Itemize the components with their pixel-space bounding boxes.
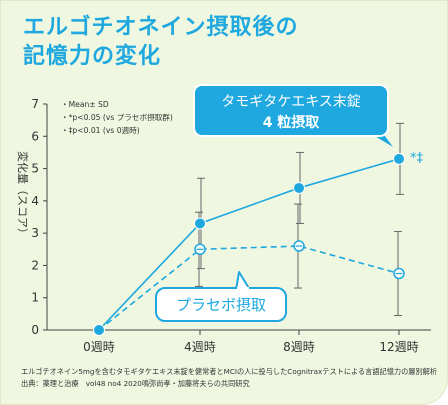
x-tick-label: 0週時 (83, 340, 115, 354)
treatment-series-line (98, 158, 400, 331)
x-tick-label: 8週時 (283, 340, 315, 354)
placebo-series-line (98, 245, 400, 331)
x-tick-label: 4週時 (184, 340, 216, 354)
treatment-data-point (393, 152, 405, 165)
title-line-1: エルゴチオネイン摂取後の (23, 15, 299, 40)
y-tick-label: 4 (31, 194, 39, 208)
footnote-study: エルゴチオネイン5mgを含むタモギタケエキス末錠を健常者とMCIの人に投与したC… (21, 367, 438, 376)
title-line-2: 記憶力の変化 (23, 44, 162, 69)
treatment-callout-box (193, 84, 389, 137)
y-tick-label: 6 (31, 129, 39, 143)
treatment-data-point (194, 217, 206, 230)
note-p001: ・‡p<0.01 (vs 0週時) (61, 126, 140, 135)
y-tick-label: 7 (31, 97, 39, 111)
significance-marker: *‡ (410, 151, 424, 166)
y-axis-label: 変化量（スコア） (16, 151, 30, 239)
axes: 0 1 2 3 4 5 6 7 0週時 4週時 8週時 12週時 (31, 97, 431, 354)
note-mean-sd: ・Mean± SD (61, 100, 109, 109)
treatment-data-point (93, 324, 105, 336)
treatment-data-point (293, 181, 305, 194)
note-p005: ・*p<0.05 (vs プラセボ摂取群) (61, 112, 173, 122)
placebo-callout-box (155, 287, 287, 322)
placebo-callout-seam (237, 287, 249, 291)
error-bars (195, 122, 404, 316)
placebo-callout: プラセボ摂取 (155, 271, 287, 322)
y-tick-label: 3 (31, 226, 39, 240)
placebo-callout-label: プラセボ摂取 (176, 296, 266, 314)
y-tick-label: 1 (31, 291, 39, 305)
treatment-callout-line-1: タモギタケエキス末錠 (221, 94, 361, 110)
treatment-callout-line-2: 4 粒摂取 (263, 114, 321, 131)
chart-title: エルゴチオネイン摂取後の 記憶力の変化 (23, 13, 299, 71)
legend-notes: ・Mean± SD ・*p<0.05 (vs プラセボ摂取群) ・‡p<0.01… (61, 100, 173, 135)
y-tick-label: 0 (31, 323, 39, 337)
series-markers (93, 152, 405, 336)
footnotes: エルゴチオネイン5mgを含むタモギタケエキス末錠を健常者とMCIの人に投与したC… (21, 366, 437, 390)
series-lines (98, 158, 400, 331)
treatment-callout: タモギタケエキス末錠 4 粒摂取 (193, 84, 393, 147)
x-tick-label: 12週時 (379, 340, 418, 354)
y-tick-label: 2 (31, 258, 39, 272)
y-tick-label: 5 (31, 162, 39, 176)
footnote-source: 出典：薬理と治療 vol48 no4 2020鳴弥尚孝・加藤将夫らの共同研究 (21, 379, 250, 388)
